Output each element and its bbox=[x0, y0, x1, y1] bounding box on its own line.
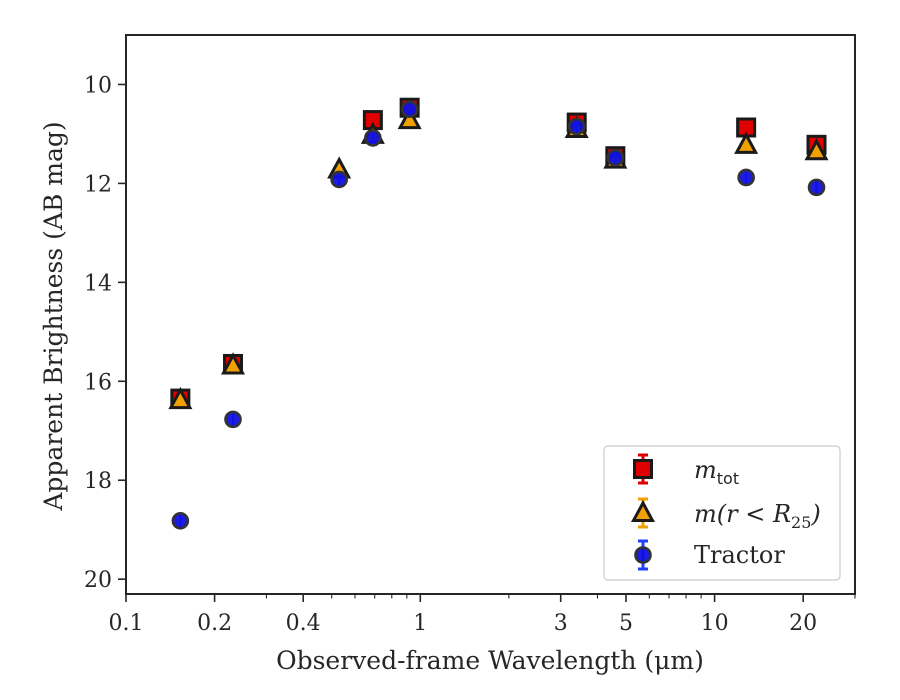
data-point-circle bbox=[400, 100, 419, 119]
data-point-triangle bbox=[397, 106, 422, 130]
legend-marker-triangle bbox=[630, 499, 656, 522]
x-tick-label: 5 bbox=[619, 611, 633, 636]
data-point-triangle bbox=[804, 138, 829, 161]
legend-frame bbox=[603, 445, 841, 581]
x-tick-label: 3 bbox=[554, 611, 568, 636]
legend-label-m-tot: mtot bbox=[694, 456, 739, 488]
x-tick-label: 0.1 bbox=[109, 611, 144, 636]
y-tick-label: 14 bbox=[84, 271, 112, 296]
data-point-circle bbox=[224, 410, 242, 429]
data-point-circle bbox=[737, 168, 755, 187]
x-axis-label: Observed-frame Wavelength (μm) bbox=[276, 646, 704, 675]
data-point-triangle bbox=[220, 352, 246, 375]
data-point-triangle bbox=[168, 386, 193, 410]
data-marks bbox=[168, 97, 829, 530]
series-circle bbox=[171, 100, 826, 530]
series-triangle bbox=[168, 106, 829, 410]
series-square bbox=[170, 97, 827, 409]
x-tick-label: 20 bbox=[789, 611, 817, 636]
x-tick-label: 1 bbox=[413, 611, 427, 636]
legend-marker-circle bbox=[634, 546, 652, 564]
data-point-circle bbox=[364, 129, 382, 147]
y-tick-label: 20 bbox=[84, 568, 112, 593]
x-tick-label: 0.4 bbox=[286, 611, 321, 636]
data-point-circle bbox=[330, 170, 348, 189]
y-tick-label: 16 bbox=[84, 370, 112, 395]
legend-marker-square bbox=[633, 459, 653, 479]
y-tick-label: 12 bbox=[84, 172, 112, 197]
y-tick-label: 18 bbox=[84, 469, 112, 494]
legend-markers bbox=[630, 453, 656, 571]
y-axis-ticks: 10 12 14 16 18 20 bbox=[84, 73, 126, 593]
legend-label-tractor: Tractor bbox=[694, 541, 785, 569]
data-point-circle bbox=[567, 117, 586, 136]
legend: mtot m(r < R25) Tractor bbox=[603, 445, 841, 581]
data-point-circle bbox=[606, 148, 625, 167]
x-tick-label: 0.2 bbox=[197, 611, 232, 636]
y-tick-label: 10 bbox=[84, 73, 112, 98]
plot-frame bbox=[125, 34, 856, 595]
y-axis-label: Apparent Brightness (AB mag) bbox=[39, 121, 68, 511]
x-axis-ticks: 0.1 0.2 0.4 1 3 5 10 20 bbox=[109, 594, 856, 636]
data-point-triangle bbox=[734, 131, 759, 154]
data-point-circle bbox=[171, 511, 190, 530]
legend-label-m-r-R25: m(r < R25) bbox=[694, 500, 821, 532]
x-tick-label: 10 bbox=[701, 611, 729, 636]
data-point-circle bbox=[807, 178, 826, 197]
